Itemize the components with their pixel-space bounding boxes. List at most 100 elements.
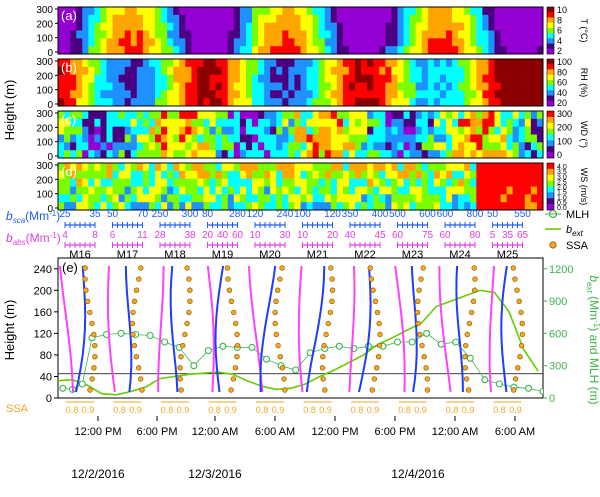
ssa-point bbox=[468, 309, 475, 316]
heatmap-cell bbox=[233, 38, 241, 47]
heatmap-cell bbox=[512, 170, 520, 180]
heatmap-cell bbox=[524, 74, 532, 83]
heatmap-cell bbox=[209, 74, 217, 83]
heatmap-cell bbox=[312, 90, 320, 99]
heatmap-cell bbox=[318, 38, 326, 47]
heatmap-cell bbox=[476, 178, 483, 187]
heatmap-cell bbox=[300, 170, 307, 180]
heatmap-cell bbox=[446, 98, 453, 107]
heatmap-cell bbox=[215, 74, 223, 83]
heatmap-cell bbox=[88, 66, 95, 76]
heatmap-cell bbox=[433, 98, 441, 107]
bext-subscript: ext bbox=[572, 229, 583, 238]
heatmap-cell bbox=[324, 194, 332, 203]
flight-id-label: M17 bbox=[117, 249, 138, 261]
heatmap-cell bbox=[342, 7, 350, 16]
heatmap-cell bbox=[185, 38, 192, 47]
heatmap-cell bbox=[524, 170, 532, 180]
heatmap-cell bbox=[70, 178, 77, 187]
heatmap-cell bbox=[88, 150, 95, 159]
heatmap-cell bbox=[173, 46, 180, 55]
heatmap-cell bbox=[433, 82, 441, 91]
heatmap-cell bbox=[130, 22, 138, 31]
heatmap-cell bbox=[264, 59, 271, 68]
heatmap-cell bbox=[276, 134, 283, 143]
heatmap-cell bbox=[58, 30, 65, 39]
heatmap-cell bbox=[209, 98, 217, 107]
ssa-point bbox=[515, 365, 521, 371]
heatmap-cell bbox=[82, 163, 89, 172]
heatmap-cell bbox=[506, 202, 514, 211]
heatmap-cell bbox=[167, 150, 174, 159]
heatmap-cell bbox=[330, 82, 338, 91]
heatmap-cell bbox=[264, 66, 271, 76]
heatmap-cell bbox=[488, 186, 495, 195]
svg-text:bsca(Mm-1): bsca(Mm-1) bbox=[6, 209, 60, 225]
heatmap-cell bbox=[512, 163, 520, 172]
heatmap-cell bbox=[446, 186, 453, 195]
heatmap-cell bbox=[76, 14, 83, 24]
heatmap-cell bbox=[488, 7, 495, 16]
heatmap-cell bbox=[391, 118, 398, 128]
y-tick-label: 120 bbox=[34, 328, 52, 340]
heatmap-cell bbox=[179, 170, 186, 180]
heatmap-cell bbox=[155, 194, 162, 203]
heatmap-cell bbox=[155, 134, 162, 143]
heatmap-cell bbox=[403, 38, 411, 47]
heatmap-cell bbox=[336, 202, 344, 211]
heatmap-cell bbox=[118, 163, 126, 172]
heatmap-cell bbox=[70, 194, 77, 203]
heatmap-cell bbox=[94, 170, 101, 180]
heatmap-cell bbox=[397, 150, 404, 159]
heatmap-cell bbox=[494, 46, 501, 55]
heatmap-cell bbox=[464, 170, 471, 180]
heatmap-cell bbox=[100, 150, 107, 159]
heatmap-cell bbox=[464, 202, 471, 211]
heatmap-cell bbox=[494, 90, 501, 99]
heatmap-cell bbox=[391, 178, 398, 187]
heatmap-cell bbox=[391, 126, 398, 135]
heatmap-cell bbox=[506, 134, 514, 143]
heatmap-cell bbox=[94, 22, 101, 31]
heatmap-cell bbox=[258, 30, 265, 39]
sca-scale-label: 350 bbox=[342, 209, 359, 220]
heatmap-cell bbox=[106, 163, 113, 172]
heatmap-cell bbox=[245, 118, 253, 128]
heatmap-cell bbox=[258, 59, 265, 68]
babs-profile bbox=[394, 265, 406, 393]
heatmap-cell bbox=[185, 90, 192, 99]
heatmap-cell bbox=[385, 82, 392, 91]
heatmap-cell bbox=[136, 111, 144, 120]
heatmap-cell bbox=[179, 163, 186, 172]
heatmap-cell bbox=[215, 126, 223, 135]
heatmap-cell bbox=[397, 98, 404, 107]
heatmap-cell bbox=[470, 194, 477, 203]
heatmap-cell bbox=[470, 178, 477, 187]
heatmap-cell bbox=[185, 134, 192, 143]
ssa-point bbox=[234, 331, 240, 338]
heatmap-cell bbox=[439, 170, 447, 180]
heatmap-cell bbox=[464, 150, 471, 159]
heatmap-cell bbox=[464, 74, 471, 83]
heatmap-cell bbox=[270, 111, 277, 120]
y-tick-label: 100 bbox=[36, 86, 53, 97]
abs-scale-label: 10 bbox=[297, 230, 309, 241]
heatmap-cell bbox=[367, 126, 374, 135]
heatmap-cell bbox=[173, 30, 180, 39]
heatmap-cell bbox=[464, 98, 471, 107]
heatmap-cell bbox=[288, 98, 295, 107]
heatmap-cell bbox=[530, 194, 538, 203]
x-tick-label: 6:00 PM bbox=[375, 426, 416, 438]
ssa-point bbox=[510, 265, 516, 271]
heatmap-cell bbox=[385, 7, 392, 16]
heatmap-cell bbox=[518, 118, 526, 128]
heatmap-cell bbox=[397, 163, 404, 172]
heatmap-cell bbox=[258, 194, 265, 203]
heatmap-cell bbox=[167, 82, 174, 91]
heatmap-cell bbox=[458, 59, 465, 68]
heatmap-cell bbox=[349, 82, 356, 91]
heatmap-cell bbox=[488, 82, 495, 91]
heatmap-cell bbox=[476, 194, 483, 203]
ssa-tick-label: 0.8 bbox=[493, 405, 506, 415]
